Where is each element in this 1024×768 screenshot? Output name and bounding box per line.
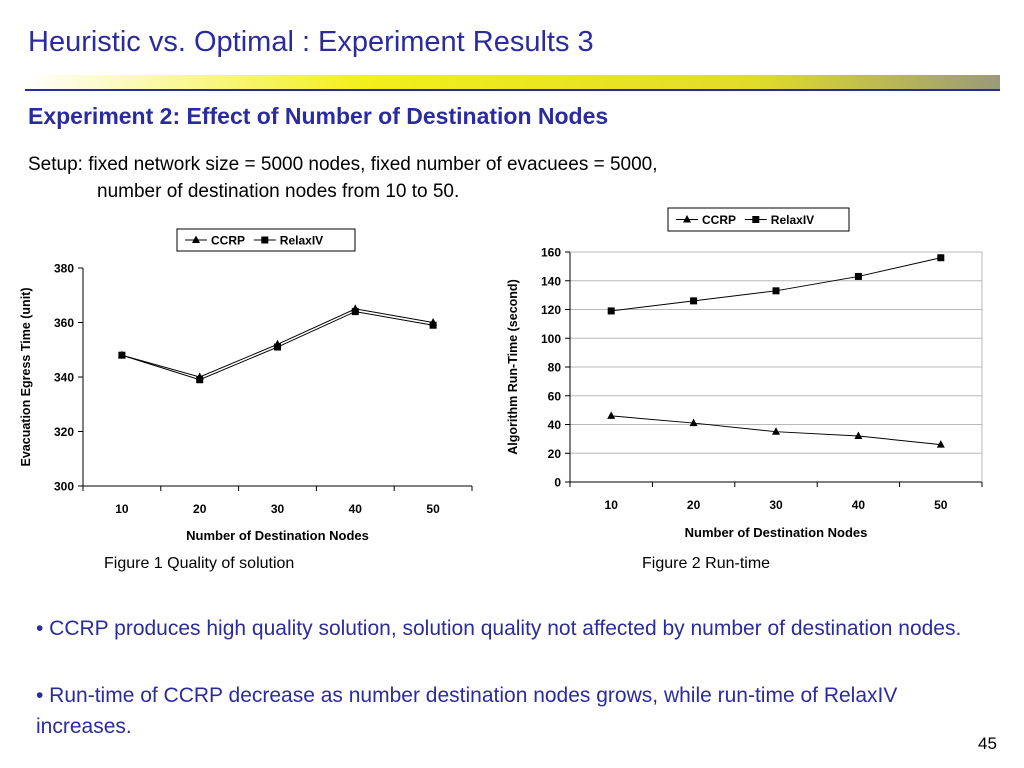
chart1-y-tick-label: 300 bbox=[54, 480, 74, 494]
chart1-legend-label: RelaxIV bbox=[280, 234, 323, 248]
chart2-y-tick-label: 160 bbox=[541, 246, 561, 260]
chart2-point-ccrp bbox=[607, 411, 616, 419]
chart2-series-relaxiv bbox=[607, 254, 945, 315]
chart2-point-ccrp bbox=[772, 427, 780, 435]
chart1-x-axis-label: Number of Destination Nodes bbox=[186, 528, 369, 543]
chart2-x-tick-label: 50 bbox=[934, 498, 948, 512]
chart1-point-relaxiv bbox=[274, 343, 281, 351]
setup-text-line-2: number of destination nodes from 10 to 5… bbox=[97, 181, 460, 202]
chart1-x-tick-label: 10 bbox=[115, 502, 129, 516]
page-number: 45 bbox=[978, 734, 997, 753]
chart1-x-tick-label: 50 bbox=[426, 502, 440, 516]
chart2-point-relaxiv bbox=[690, 297, 698, 305]
chart1-series-relaxiv bbox=[118, 308, 437, 384]
figure-2-caption: Figure 2 Run-time bbox=[642, 555, 771, 572]
chart2-point-ccrp bbox=[854, 431, 863, 439]
chart2-x-tick-label: 30 bbox=[769, 498, 783, 512]
chart2-y-tick-label: 120 bbox=[541, 303, 561, 317]
chart1-x-tick-label: 20 bbox=[193, 502, 207, 516]
chart1-legend-label: CCRP bbox=[211, 234, 245, 248]
chart2-legend-label: CCRP bbox=[702, 213, 736, 227]
chart1-y-tick-label: 320 bbox=[54, 425, 74, 439]
chart1-x-tick-label: 30 bbox=[271, 502, 285, 516]
chart2-y-tick-label: 20 bbox=[548, 447, 562, 461]
chart2-point-relaxiv bbox=[772, 287, 780, 295]
chart2-y-tick-label: 60 bbox=[548, 389, 562, 403]
chart2-point-ccrp bbox=[689, 418, 698, 427]
chart1-y-tick-label: 340 bbox=[54, 371, 74, 385]
chart2-point-relaxiv bbox=[607, 307, 615, 315]
title-underline-bar bbox=[25, 75, 1000, 91]
chart2-y-tick-label: 80 bbox=[548, 361, 562, 375]
chart1-y-axis-label: Evacuation Egress Time (unit) bbox=[19, 288, 33, 467]
chart2-y-tick-label: 140 bbox=[541, 274, 561, 288]
section-heading: Experiment 2: Effect of Number of Destin… bbox=[28, 103, 609, 129]
setup-text-line-1: Setup: fixed network size = 5000 nodes, … bbox=[28, 154, 658, 175]
chart2-x-tick-label: 10 bbox=[605, 498, 619, 512]
chart2-point-ccrp bbox=[936, 440, 945, 448]
chart1-point-relaxiv bbox=[429, 321, 437, 329]
bullet-point-1: • CCRP produces high quality solution, s… bbox=[36, 617, 962, 640]
chart2-y-axis-label: Algorithm Run-Time (second) bbox=[506, 279, 520, 454]
bullet-point-2: • Run-time of CCRP decrease as number de… bbox=[36, 684, 898, 738]
chart2-line-relaxiv bbox=[611, 257, 941, 312]
chart1-point-relaxiv bbox=[351, 308, 359, 316]
chart2-y-tick-label: 0 bbox=[554, 476, 561, 490]
chart2-legend-label: RelaxIV bbox=[771, 213, 814, 227]
chart1-legend-marker bbox=[192, 235, 200, 243]
chart2-legend-marker bbox=[752, 216, 760, 223]
chart2-point-relaxiv bbox=[854, 272, 862, 280]
slide-title: Heuristic vs. Optimal : Experiment Resul… bbox=[28, 26, 594, 58]
chart1-point-relaxiv bbox=[196, 376, 204, 384]
chart2-x-tick-label: 40 bbox=[852, 498, 866, 512]
chart1-y-tick-label: 360 bbox=[54, 316, 74, 330]
chart2-legend-marker bbox=[683, 215, 691, 223]
chart1-point-relaxiv bbox=[118, 351, 126, 359]
figure-1-caption: Figure 1 Quality of solution bbox=[104, 555, 295, 572]
chart2-y-tick-label: 100 bbox=[541, 332, 561, 346]
chart2-y-tick-label: 40 bbox=[548, 418, 562, 432]
chart2-x-tick-label: 20 bbox=[687, 498, 701, 512]
chart1-legend-marker bbox=[261, 236, 269, 244]
chart2-x-axis-label: Number of Destination Nodes bbox=[685, 525, 868, 540]
chart2-point-relaxiv bbox=[937, 254, 945, 262]
chart1-x-tick-label: 40 bbox=[349, 502, 363, 516]
chart1-y-tick-label: 380 bbox=[54, 262, 74, 276]
chart2-series-ccrp bbox=[607, 411, 945, 448]
